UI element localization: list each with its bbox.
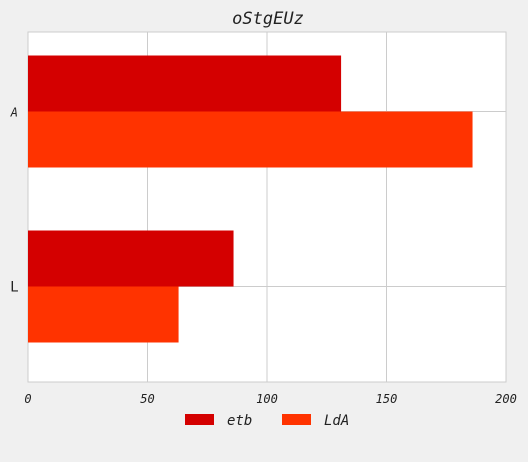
legend-swatch [282,414,311,425]
y-category-label: L [10,280,18,296]
legend-swatch [185,414,214,425]
bar-etb-A [28,55,342,112]
x-tick-label: 200 [495,392,517,406]
bar-LdA-A [28,111,473,168]
y-axis-categories: AL [10,106,18,296]
bar-LdA-L [28,286,179,343]
bar-etb-L [28,230,234,287]
y-category-label: A [10,106,18,120]
x-tick-label: 150 [376,392,398,406]
x-tick-label: 0 [24,392,31,406]
legend-label: etb [227,413,252,429]
x-tick-label: 50 [140,392,154,406]
chart-title: oStgEUz [232,9,304,29]
x-axis-ticks: 0 50 100 150 200 [24,392,516,406]
legend: etb LdA [185,413,349,429]
bars [28,55,473,343]
legend-label: LdA [324,413,349,429]
x-tick-label: 100 [256,392,278,406]
